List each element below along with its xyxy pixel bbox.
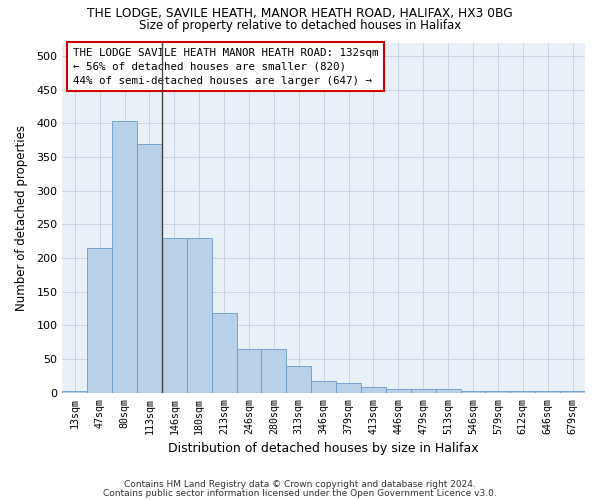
Bar bbox=[286, 366, 311, 393]
Bar bbox=[535, 392, 560, 393]
Text: Contains HM Land Registry data © Crown copyright and database right 2024.: Contains HM Land Registry data © Crown c… bbox=[124, 480, 476, 489]
Bar bbox=[461, 392, 485, 393]
Bar bbox=[411, 389, 436, 393]
Bar bbox=[311, 380, 336, 393]
Text: Size of property relative to detached houses in Halifax: Size of property relative to detached ho… bbox=[139, 19, 461, 32]
Bar bbox=[511, 392, 535, 393]
Bar bbox=[212, 314, 236, 393]
Y-axis label: Number of detached properties: Number of detached properties bbox=[15, 124, 28, 310]
Bar bbox=[560, 392, 585, 393]
Bar bbox=[262, 349, 286, 393]
Text: THE LODGE, SAVILE HEATH, MANOR HEATH ROAD, HALIFAX, HX3 0BG: THE LODGE, SAVILE HEATH, MANOR HEATH ROA… bbox=[87, 8, 513, 20]
Bar bbox=[436, 389, 461, 393]
Text: THE LODGE SAVILE HEATH MANOR HEATH ROAD: 132sqm
← 56% of detached houses are sma: THE LODGE SAVILE HEATH MANOR HEATH ROAD:… bbox=[73, 48, 378, 86]
Text: Contains public sector information licensed under the Open Government Licence v3: Contains public sector information licen… bbox=[103, 489, 497, 498]
Bar bbox=[236, 349, 262, 393]
Bar bbox=[87, 248, 112, 393]
Bar bbox=[485, 392, 511, 393]
Bar bbox=[137, 144, 162, 393]
Bar bbox=[187, 238, 212, 393]
Bar bbox=[162, 238, 187, 393]
Bar bbox=[112, 120, 137, 393]
Bar bbox=[62, 391, 87, 393]
Bar bbox=[361, 388, 386, 393]
Bar bbox=[336, 382, 361, 393]
Bar bbox=[386, 389, 411, 393]
X-axis label: Distribution of detached houses by size in Halifax: Distribution of detached houses by size … bbox=[169, 442, 479, 455]
